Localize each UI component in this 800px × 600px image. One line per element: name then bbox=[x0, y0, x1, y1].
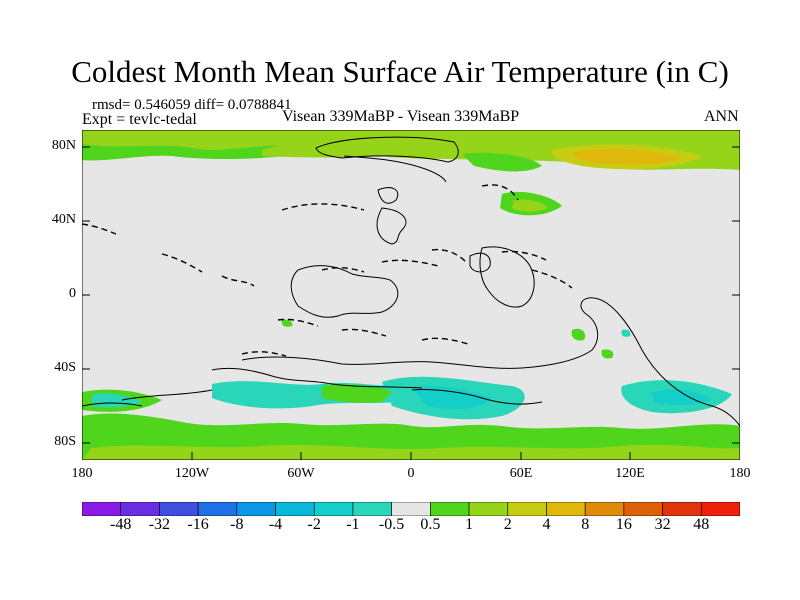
y-tick-0: 0 bbox=[69, 286, 76, 301]
colorbar-label: 0.5 bbox=[420, 516, 441, 533]
colorbar-label: -0.5 bbox=[378, 516, 405, 533]
temperature-map bbox=[82, 130, 740, 460]
colorbar-box bbox=[313, 502, 354, 516]
colorbar-box bbox=[662, 502, 702, 516]
colorbar-label: 8 bbox=[581, 516, 590, 533]
y-tick-40n: 40N bbox=[51, 212, 76, 227]
colorbar-label: 4 bbox=[542, 516, 551, 533]
north-warm-anomalies bbox=[82, 130, 740, 216]
expt-label: Expt = tevlc-tedal bbox=[82, 111, 197, 128]
colorbar-box bbox=[507, 502, 547, 516]
colorbar-label: 1 bbox=[465, 516, 474, 533]
plot-title: Coldest Month Mean Surface Air Temperatu… bbox=[71, 54, 729, 89]
colorbar-label: 16 bbox=[615, 516, 632, 533]
colorbar-label: 48 bbox=[693, 516, 710, 533]
season-label: ANN bbox=[704, 108, 739, 125]
colorbar-box bbox=[391, 502, 431, 516]
y-tick-40s: 40S bbox=[54, 360, 76, 375]
x-tick-180e: 180 bbox=[729, 466, 751, 481]
colorbar-label: -48 bbox=[110, 516, 132, 533]
colorbar-box bbox=[468, 502, 509, 516]
colorbar-label: 32 bbox=[654, 516, 671, 533]
colorbar-label: -8 bbox=[230, 516, 244, 533]
colorbar-box bbox=[82, 502, 122, 516]
colorbar-box bbox=[584, 502, 625, 516]
colorbar-box bbox=[275, 502, 315, 516]
x-tick-60w: 60W bbox=[287, 466, 315, 481]
y-tick-80n: 80N bbox=[51, 138, 76, 153]
coastlines bbox=[82, 136, 740, 427]
stats-label: rmsd= 0.546059 diff= 0.0788841 bbox=[92, 97, 292, 113]
experiment-label: Visean 339MaBP - Visean 339MaBP bbox=[282, 108, 520, 125]
y-tick-80s: 80S bbox=[54, 434, 76, 449]
colorbar-box bbox=[623, 502, 663, 516]
x-tick-60e: 60E bbox=[509, 466, 533, 481]
colorbar-box bbox=[546, 502, 586, 516]
colorbar-label: -4 bbox=[268, 516, 283, 533]
x-tick-180w: 180 bbox=[71, 466, 93, 481]
island-features bbox=[82, 184, 573, 357]
x-tick-120e: 120E bbox=[615, 466, 645, 481]
colorbar-box bbox=[352, 502, 392, 516]
colorbar bbox=[82, 502, 740, 516]
colorbar-label: 2 bbox=[503, 516, 512, 533]
colorbar-box bbox=[159, 502, 199, 516]
colorbar-box bbox=[700, 502, 740, 516]
colorbar-box bbox=[120, 502, 160, 516]
south-anomalies bbox=[82, 319, 740, 460]
colorbar-label: -16 bbox=[187, 516, 209, 533]
colorbar-label: -1 bbox=[346, 516, 360, 533]
colorbar-label: -32 bbox=[148, 516, 171, 533]
colorbar-label: -2 bbox=[307, 516, 321, 533]
x-tick-120w: 120W bbox=[174, 466, 210, 481]
colorbar-box bbox=[197, 502, 238, 516]
x-tick-0: 0 bbox=[407, 466, 415, 481]
colorbar-box bbox=[430, 502, 470, 516]
colorbar-box bbox=[236, 502, 276, 516]
axis-ticks bbox=[82, 146, 740, 460]
